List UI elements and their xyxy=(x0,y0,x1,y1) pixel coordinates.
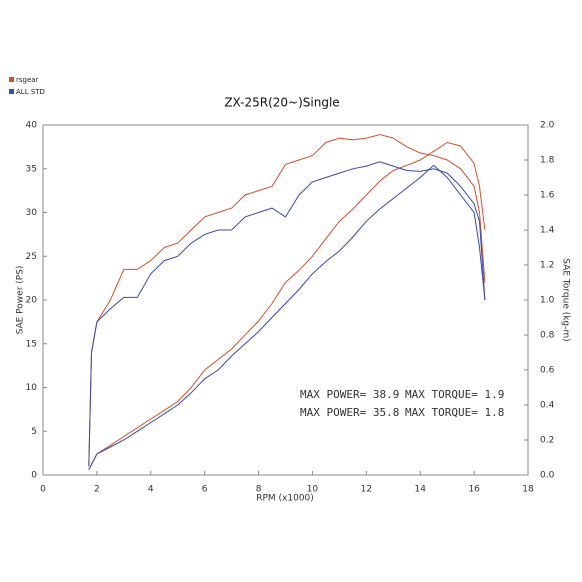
y2-tick-label: 1.8 xyxy=(540,156,555,166)
y-tick-label: 5 xyxy=(31,427,37,437)
y-tick-label: 15 xyxy=(26,339,37,349)
x-tick-label: 8 xyxy=(256,485,262,495)
y-tick-label: 10 xyxy=(26,383,38,393)
x-tick-label: 0 xyxy=(40,485,46,495)
y-tick-label: 25 xyxy=(26,252,37,262)
x-tick-label: 2 xyxy=(94,485,100,495)
y2-tick-label: 0.2 xyxy=(540,436,554,446)
annotation: MAX POWER= 35.8 xyxy=(300,406,399,419)
y2-tick-label: 0.4 xyxy=(540,401,555,411)
annotation: MAX POWER= 38.9 xyxy=(300,388,399,401)
x-tick-label: 10 xyxy=(307,485,319,495)
legend-swatch xyxy=(9,89,14,94)
x-tick-label: 6 xyxy=(202,485,208,495)
x-tick-label: 18 xyxy=(522,485,534,495)
y2-tick-label: 1.2 xyxy=(540,261,554,271)
y-tick-label: 30 xyxy=(26,208,38,218)
x-tick-label: 14 xyxy=(414,485,426,495)
y-tick-label: 35 xyxy=(26,164,37,174)
y2-tick-label: 1.0 xyxy=(540,296,555,306)
y2-tick-label: 0.0 xyxy=(540,471,555,481)
y-axis-label: SAE Power (PS) xyxy=(16,266,26,335)
x-tick-label: 4 xyxy=(148,485,154,495)
y-tick-label: 0 xyxy=(31,471,37,481)
y-tick-label: 40 xyxy=(26,121,38,131)
y2-tick-label: 2.0 xyxy=(540,121,555,131)
annotation: MAX TORQUE= 1.9 xyxy=(405,388,504,401)
chart-title: ZX-25R(20~)Single xyxy=(224,96,339,110)
x-axis-label: RPM (x1000) xyxy=(256,494,314,504)
y2-tick-label: 1.6 xyxy=(540,191,555,201)
annotation: MAX TORQUE= 1.8 xyxy=(405,406,504,419)
legend-label: rsgear xyxy=(16,76,39,84)
legend-swatch xyxy=(9,77,14,82)
legend-label: ALL STD xyxy=(16,88,45,96)
torque-line xyxy=(88,164,486,471)
torque-line xyxy=(88,141,486,471)
y2-axis-label: SAE Torque (kg-m) xyxy=(561,258,571,341)
y2-tick-label: 0.6 xyxy=(540,366,555,376)
x-tick-label: 16 xyxy=(468,485,480,495)
plot-frame xyxy=(42,124,529,476)
x-tick-label: 12 xyxy=(361,485,372,495)
y-tick-label: 20 xyxy=(26,296,38,306)
y2-tick-label: 1.4 xyxy=(540,226,555,236)
y2-tick-label: 0.8 xyxy=(540,331,555,341)
